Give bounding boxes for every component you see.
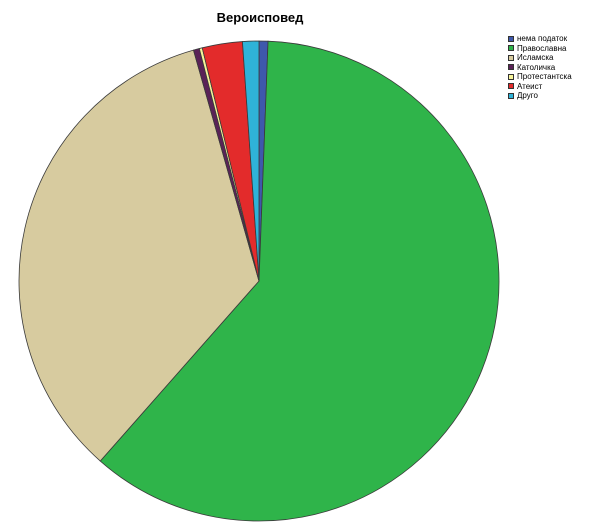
pie-slice-7 (241, 40, 260, 282)
legend-item-5: Протестантска (508, 72, 572, 82)
legend-item-1: нема податок (508, 34, 572, 44)
legend-swatch (508, 45, 514, 52)
legend-item-2: Православна (508, 44, 572, 54)
chart-legend: нема податок Православна Исламска Католичка… (508, 34, 572, 101)
legend-swatch (508, 64, 514, 71)
legend-label: Исламска (517, 53, 554, 62)
legend-item-7: Друго (508, 91, 572, 101)
pie-slice-2 (99, 40, 500, 522)
legend-label: Атеист (517, 81, 543, 91)
legend-swatch (508, 73, 514, 80)
legend-label: Друго (517, 91, 538, 100)
legend-swatch (508, 35, 514, 42)
pie-slice-3 (18, 49, 260, 462)
legend-item-4: Католичка (508, 63, 572, 73)
legend-swatch (508, 92, 514, 99)
chart-title: Вероисповед (216, 10, 304, 25)
legend-item-6: Атеист (508, 82, 572, 92)
legend-swatch (508, 54, 514, 61)
legend-label: Католичка (517, 62, 556, 72)
legend-swatch (508, 83, 514, 90)
legend-label: Протестантска (517, 72, 572, 81)
legend-label: нема податок (517, 34, 568, 43)
legend-item-3: Исламска (508, 53, 572, 63)
legend-label: Православна (517, 43, 567, 53)
